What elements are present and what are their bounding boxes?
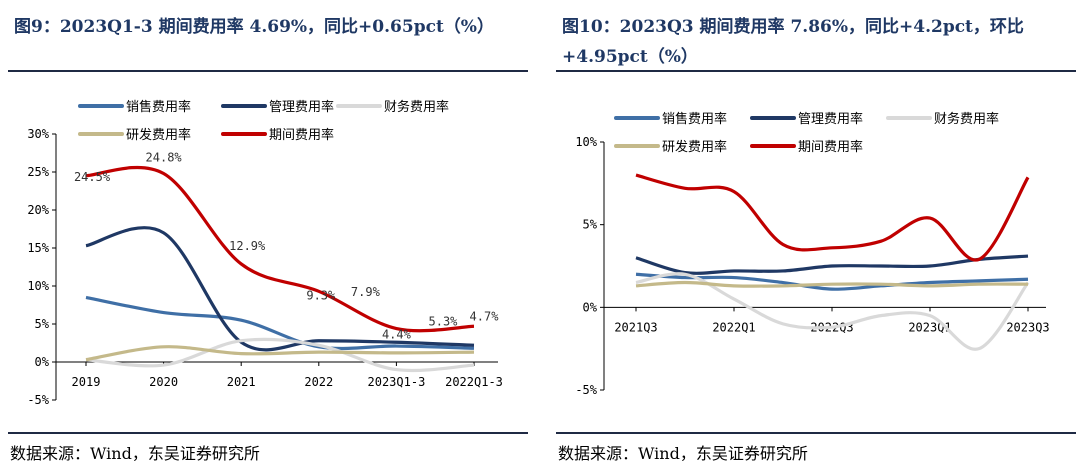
x-tick-label: 2019 bbox=[72, 375, 101, 389]
legend-label: 期间费用率 bbox=[798, 139, 863, 155]
y-tick-label: 0% bbox=[583, 300, 598, 314]
legend-label: 销售费用率 bbox=[126, 99, 191, 115]
y-tick-label: 10% bbox=[27, 279, 49, 293]
source-note: 数据来源：Wind，东吴证券研究所 bbox=[558, 444, 808, 463]
legend-label: 期间费用率 bbox=[269, 127, 334, 143]
series-line bbox=[635, 280, 1029, 288]
data-label: 4.7% bbox=[470, 309, 500, 323]
source-note: 数据来源：Wind，东吴证券研究所 bbox=[10, 444, 260, 463]
x-tick-label: 2021 bbox=[227, 375, 256, 389]
y-tick-label: 0% bbox=[35, 355, 50, 369]
y-tick-label: -5% bbox=[27, 393, 49, 407]
series-line bbox=[85, 345, 475, 362]
data-label: 24.8% bbox=[146, 151, 183, 165]
y-tick-label: 20% bbox=[27, 203, 49, 217]
data-label: 9.3% bbox=[306, 288, 336, 302]
legend-label: 销售费用率 bbox=[662, 111, 727, 127]
series-line bbox=[635, 254, 1029, 275]
chart-panel-left: 图9：2023Q1-3 期间费用率 4.69%，同比+0.65pct（%） -5… bbox=[8, 0, 528, 464]
legend-label: 财务费用率 bbox=[384, 99, 449, 115]
legend-label: 研发费用率 bbox=[126, 127, 191, 143]
y-tick-label: 5% bbox=[35, 317, 50, 331]
y-tick-label: 15% bbox=[27, 241, 49, 255]
line-chart: -5%0%5%10%2021Q3 2022Q1 2022Q3 2023Q1 2023Q3… bbox=[575, 111, 1049, 397]
data-label: 5.3% bbox=[429, 315, 459, 329]
title-divider bbox=[556, 70, 1076, 72]
chart-title: 图9：2023Q1-3 期间费用率 4.69%，同比+0.65pct（%） bbox=[14, 17, 494, 37]
chart-title: 图10：2023Q3 期间费用率 7.86%，同比+4.2pct，环比+4.95… bbox=[562, 17, 1024, 67]
x-tick-label: 2022 bbox=[304, 375, 333, 389]
series-line bbox=[85, 295, 475, 351]
chart-panel-right: 图10：2023Q3 期间费用率 7.86%，同比+4.2pct，环比+4.95… bbox=[556, 0, 1076, 464]
x-tick-label: 2022Q1-3 bbox=[445, 375, 503, 389]
data-label: 24.5% bbox=[74, 170, 111, 184]
y-tick-label: 25% bbox=[27, 165, 49, 179]
data-label: 4.4% bbox=[382, 328, 412, 342]
footer-divider bbox=[8, 432, 528, 434]
x-tick-label: 2022Q1 bbox=[712, 320, 755, 334]
series-line bbox=[635, 173, 1030, 262]
legend-label: 管理费用率 bbox=[798, 111, 863, 127]
series-line bbox=[635, 272, 1030, 351]
legend-label: 财务费用率 bbox=[934, 111, 999, 127]
y-tick-label: 30% bbox=[27, 127, 49, 141]
series-line bbox=[85, 226, 475, 352]
y-tick-label: -5% bbox=[575, 383, 597, 397]
x-tick-label: 2023Q1-3 bbox=[368, 375, 426, 389]
x-tick-label: 2021Q3 bbox=[614, 320, 657, 334]
legend-label: 管理费用率 bbox=[269, 99, 334, 115]
series-line bbox=[85, 165, 475, 333]
x-tick-label: 2020 bbox=[149, 375, 178, 389]
footer-divider bbox=[556, 432, 1076, 434]
data-label: 12.9% bbox=[229, 239, 266, 253]
series-line bbox=[85, 337, 475, 373]
line-chart: -5% 0% 5% 10% 15% 20% 25% 30% 2019 2020 2021 2022 20… bbox=[27, 99, 503, 407]
data-label: 7.9% bbox=[351, 285, 381, 299]
title-divider bbox=[8, 70, 528, 72]
y-tick-label: 5% bbox=[583, 218, 598, 232]
legend-label: 研发费用率 bbox=[662, 139, 727, 155]
x-tick-label: 2023Q3 bbox=[1006, 320, 1049, 334]
y-tick-label: 10% bbox=[575, 135, 597, 149]
